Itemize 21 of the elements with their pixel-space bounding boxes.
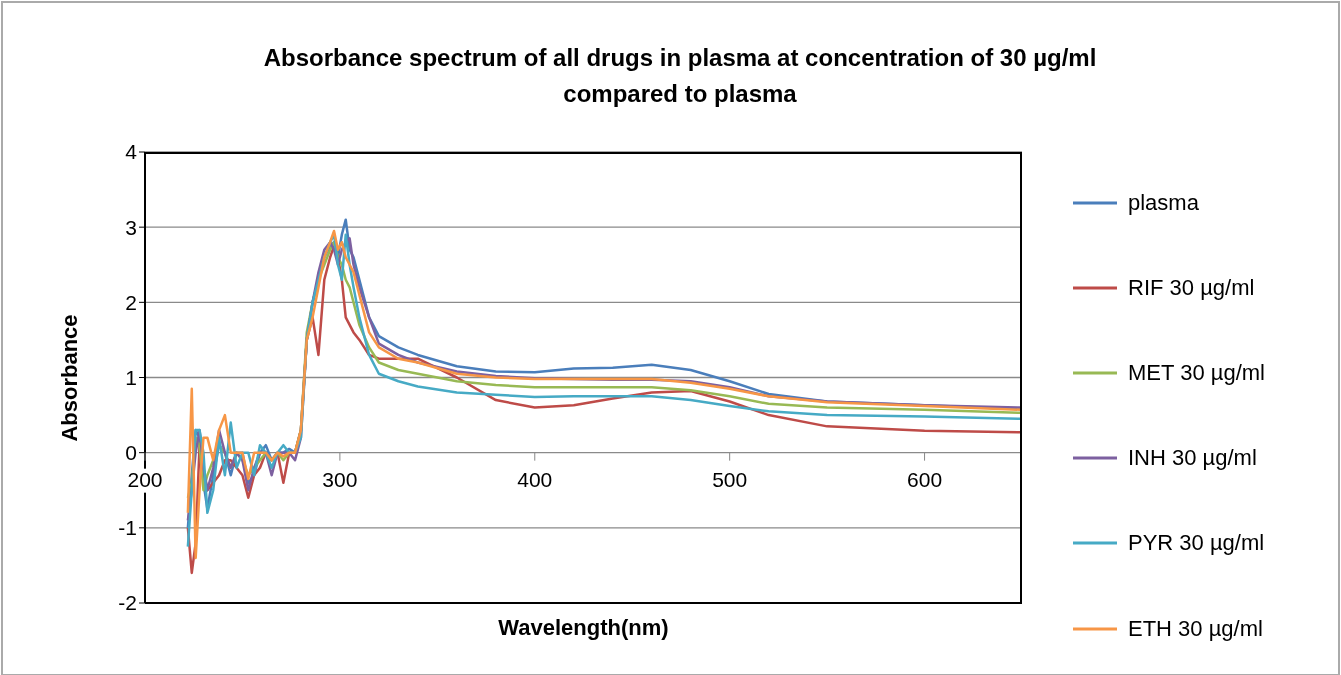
y-tick-label: -1 — [118, 516, 137, 540]
y-axis-title: Absorbance — [57, 313, 83, 442]
legend-label: PYR 30 µg/ml — [1128, 530, 1265, 557]
x-tick-label: 300 — [322, 467, 358, 491]
x-axis-title: Wavelength(nm) — [498, 615, 669, 641]
y-tick-label: 3 — [125, 215, 137, 239]
legend-label: ETH 30 µg/ml — [1128, 615, 1263, 642]
legend-label: MET 30 µg/ml — [1128, 359, 1265, 386]
y-tick-label: 1 — [125, 365, 137, 389]
y-tick-label: 4 — [125, 140, 138, 164]
legend-label: INH 30 µg/ml — [1128, 445, 1257, 472]
x-tick-label: 200 — [127, 467, 163, 491]
chart-title: Absorbance spectrum of all drugs in plasma at concentration of 30 µg/ml compared to plasma — [262, 43, 1098, 109]
y-tick-label: 0 — [125, 441, 137, 465]
x-tick-label: 600 — [907, 467, 943, 491]
y-tick-label: -2 — [118, 591, 137, 615]
x-tick-label: 500 — [712, 467, 748, 491]
legend-label: RIF 30 µg/ml — [1128, 274, 1255, 301]
y-tick-label: 2 — [125, 290, 137, 314]
legend-label: plasma — [1128, 189, 1199, 216]
x-tick-label: 400 — [517, 467, 553, 491]
